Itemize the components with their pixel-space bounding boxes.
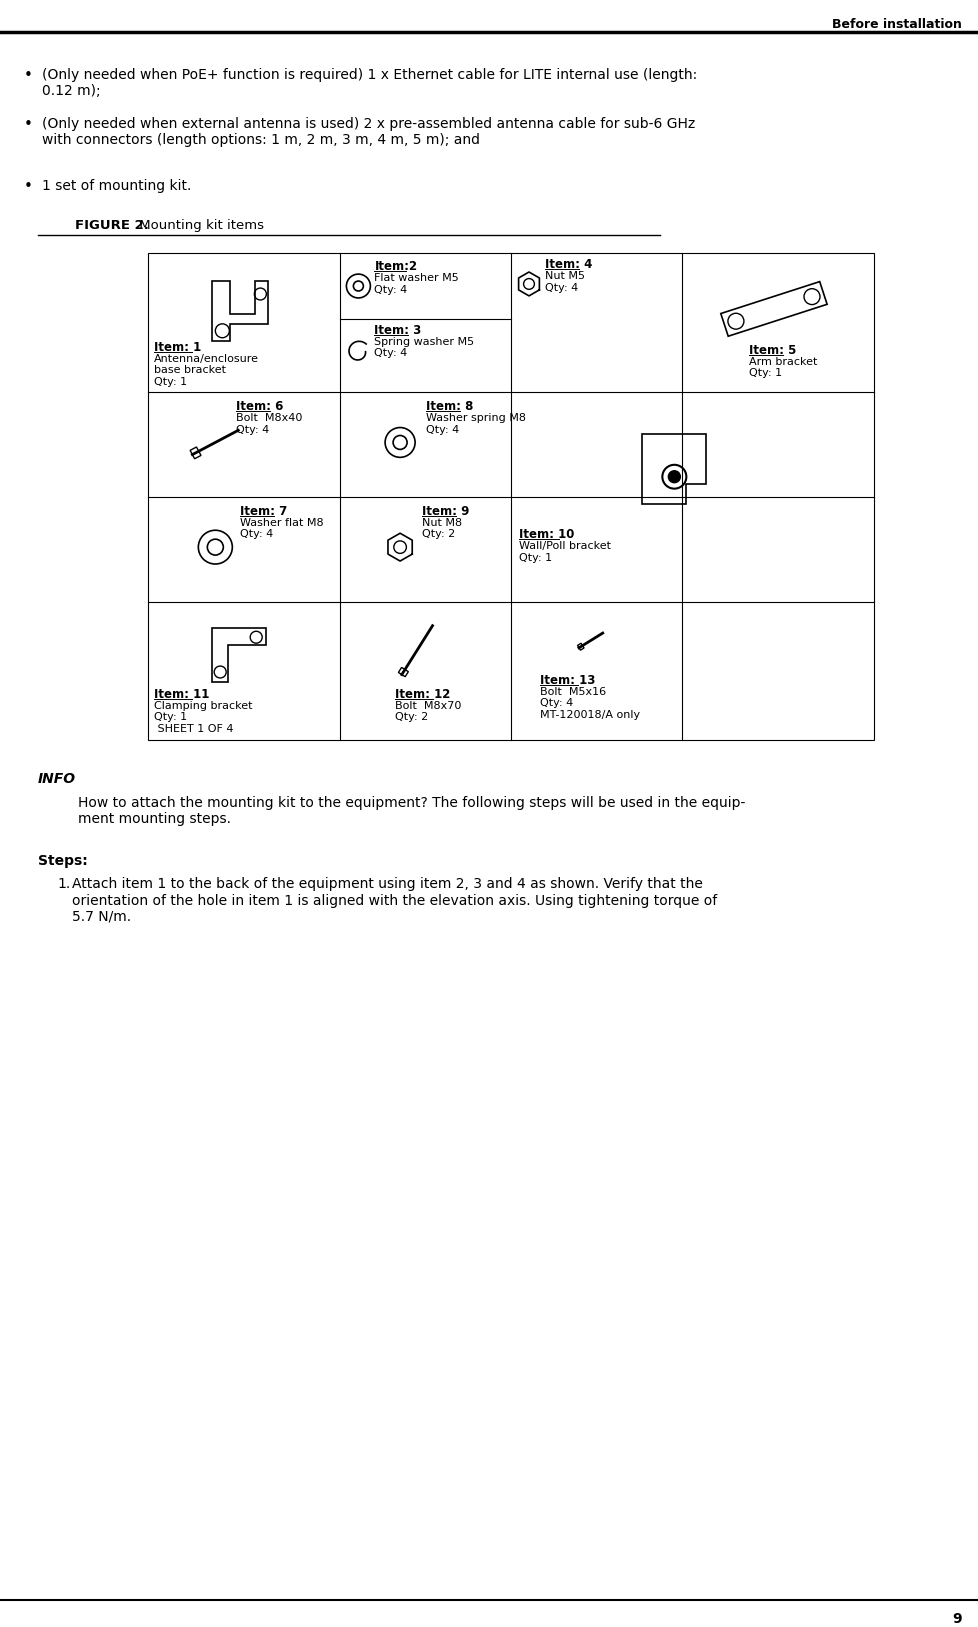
Text: (Only needed when PoE+ function is required) 1 x Ethernet cable for LITE interna: (Only needed when PoE+ function is requi… <box>42 68 696 98</box>
Text: (Only needed when external antenna is used) 2 x pre-assembled antenna cable for : (Only needed when external antenna is us… <box>42 117 694 148</box>
Text: Arm bracket
Qty: 1: Arm bracket Qty: 1 <box>748 356 817 377</box>
Text: •: • <box>23 68 32 83</box>
Text: Mounting kit items: Mounting kit items <box>135 218 264 231</box>
Text: Washer spring M8
Qty: 4: Washer spring M8 Qty: 4 <box>425 413 525 434</box>
Text: INFO: INFO <box>38 773 76 786</box>
Text: Item: 12: Item: 12 <box>394 688 450 701</box>
Text: 1 set of mounting kit.: 1 set of mounting kit. <box>42 179 191 194</box>
Text: FIGURE 2.: FIGURE 2. <box>75 218 149 231</box>
Polygon shape <box>398 667 408 677</box>
Polygon shape <box>190 447 200 459</box>
Text: How to attach the mounting kit to the equipment? The following steps will be use: How to attach the mounting kit to the eq… <box>78 796 744 827</box>
Text: Item: 1: Item: 1 <box>154 340 201 353</box>
Text: Item: 5: Item: 5 <box>748 343 795 356</box>
Text: Before installation: Before installation <box>831 18 961 31</box>
Text: Spring washer M5
Qty: 4: Spring washer M5 Qty: 4 <box>374 337 474 358</box>
Text: Attach item 1 to the back of the equipment using item 2, 3 and 4 as shown. Verif: Attach item 1 to the back of the equipme… <box>72 877 717 924</box>
Text: •: • <box>23 179 32 194</box>
Text: •: • <box>23 117 32 132</box>
Text: Item: 9: Item: 9 <box>422 504 469 517</box>
Text: Wall/Poll bracket
Qty: 1: Wall/Poll bracket Qty: 1 <box>518 542 610 563</box>
Text: Bolt  M8x70
Qty: 2: Bolt M8x70 Qty: 2 <box>394 701 461 722</box>
Text: Item: 4: Item: 4 <box>545 259 592 272</box>
Text: Bolt  M5x16
Qty: 4
MT-120018/A only: Bolt M5x16 Qty: 4 MT-120018/A only <box>540 687 640 719</box>
Text: Item: 6: Item: 6 <box>237 400 284 413</box>
Text: Item: 10: Item: 10 <box>518 529 574 542</box>
Polygon shape <box>577 643 584 651</box>
Text: Clamping bracket
Qty: 1
 SHEET 1 OF 4: Clamping bracket Qty: 1 SHEET 1 OF 4 <box>154 701 252 734</box>
Text: 9: 9 <box>952 1612 961 1625</box>
Text: Item: 11: Item: 11 <box>154 688 209 701</box>
Bar <box>148 254 873 740</box>
Text: Washer flat M8
Qty: 4: Washer flat M8 Qty: 4 <box>241 517 324 539</box>
Text: Item: 13: Item: 13 <box>540 674 595 687</box>
Circle shape <box>668 470 680 483</box>
Text: Item: 3: Item: 3 <box>374 324 422 337</box>
Text: 1.: 1. <box>57 877 70 892</box>
Text: Nut M8
Qty: 2: Nut M8 Qty: 2 <box>422 517 462 539</box>
Text: Item:2: Item:2 <box>374 260 417 273</box>
Text: Item: 7: Item: 7 <box>241 504 288 517</box>
Text: Nut M5
Qty: 4: Nut M5 Qty: 4 <box>545 272 585 293</box>
Text: Flat washer M5
Qty: 4: Flat washer M5 Qty: 4 <box>374 273 459 294</box>
Text: Steps:: Steps: <box>38 854 88 867</box>
Text: Item: 8: Item: 8 <box>425 400 472 413</box>
Text: Bolt  M8x40
Qty: 4: Bolt M8x40 Qty: 4 <box>237 413 302 434</box>
Text: Antenna/enclosure
base bracket
Qty: 1: Antenna/enclosure base bracket Qty: 1 <box>154 353 259 387</box>
